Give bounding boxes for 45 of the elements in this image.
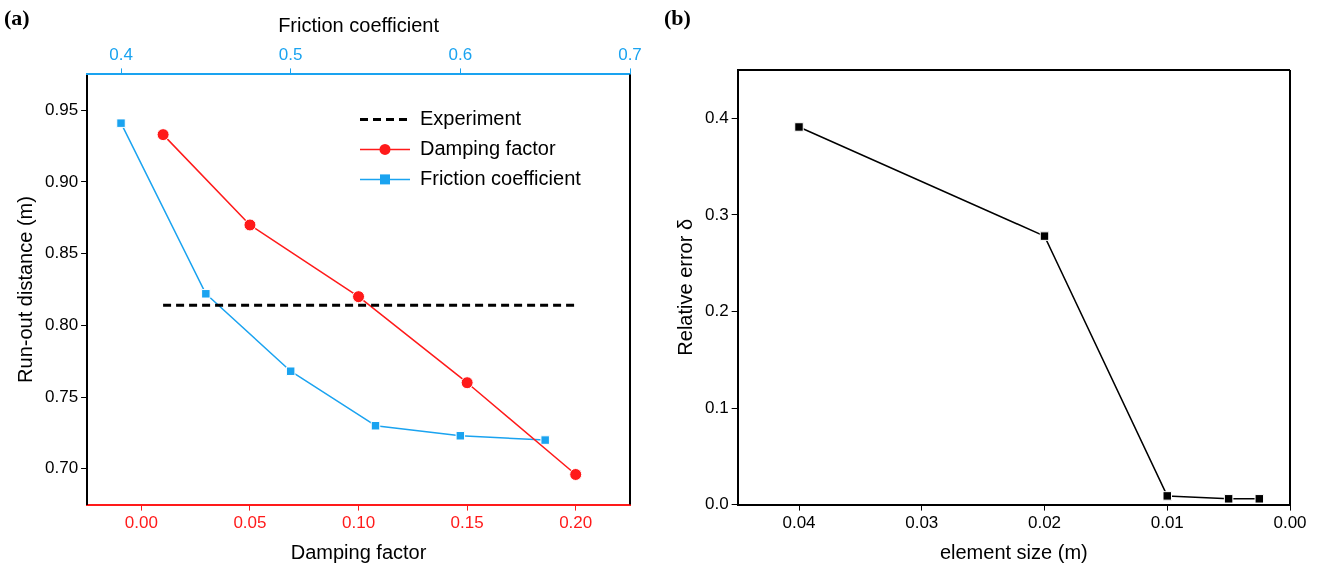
y-axis-title: Relative error δ bbox=[673, 218, 696, 356]
x-axis-title: element size (m) bbox=[939, 540, 1088, 563]
point bbox=[1254, 494, 1265, 504]
point bbox=[352, 290, 366, 304]
x-tick-label: 0.10 bbox=[342, 513, 376, 533]
y-tick-label: 0.70 bbox=[44, 458, 79, 478]
legend-label: Experiment bbox=[420, 106, 522, 129]
chart-title: (b) bbox=[664, 4, 691, 30]
x2-tick-label: 0.5 bbox=[278, 44, 303, 64]
point bbox=[1223, 494, 1234, 504]
legend-label: Damping factor bbox=[420, 136, 556, 159]
point bbox=[1162, 491, 1172, 501]
x-tick-label: 0.00 bbox=[1273, 513, 1307, 533]
y-tick-label: 0.3 bbox=[704, 204, 729, 224]
chart-title: (a) bbox=[4, 4, 30, 30]
x2-axis-title: Friction coefficient bbox=[278, 13, 440, 36]
x2-tick-label: 0.4 bbox=[109, 44, 133, 64]
x-tick-label: 0.04 bbox=[782, 513, 816, 533]
y-axis-title: Run-out distance (m) bbox=[13, 196, 36, 383]
y-tick-label: 0.95 bbox=[44, 99, 79, 119]
x-axis-title: Damping factor bbox=[290, 540, 427, 563]
y-tick-label: 0.80 bbox=[44, 315, 79, 335]
point bbox=[794, 122, 804, 132]
point bbox=[156, 128, 170, 142]
point bbox=[569, 467, 583, 481]
x2-tick-label: 0.7 bbox=[618, 44, 642, 64]
x-tick-label: 0.03 bbox=[905, 513, 939, 533]
point bbox=[243, 218, 257, 232]
y-tick-label: 0.85 bbox=[44, 243, 79, 263]
point bbox=[460, 376, 474, 390]
y-tick-label: 0.4 bbox=[704, 107, 729, 127]
x-tick-label: 0.01 bbox=[1150, 513, 1184, 533]
y-tick-label: 0.90 bbox=[44, 171, 79, 191]
x-tick-label: 0.05 bbox=[233, 513, 267, 533]
point bbox=[1039, 231, 1050, 241]
y-tick-label: 0.0 bbox=[704, 494, 729, 514]
x-tick-label: 0.20 bbox=[559, 513, 593, 533]
y-tick-label: 0.1 bbox=[704, 397, 729, 417]
legend-label: Friction coefficient bbox=[420, 166, 582, 189]
y-tick-label: 0.2 bbox=[704, 301, 729, 321]
x-tick-label: 0.02 bbox=[1027, 513, 1062, 533]
x2-tick-label: 0.6 bbox=[448, 44, 473, 64]
x-tick-label: 0.15 bbox=[450, 513, 484, 533]
x-tick-label: 0.00 bbox=[124, 513, 158, 533]
y-tick-label: 0.75 bbox=[44, 386, 79, 406]
